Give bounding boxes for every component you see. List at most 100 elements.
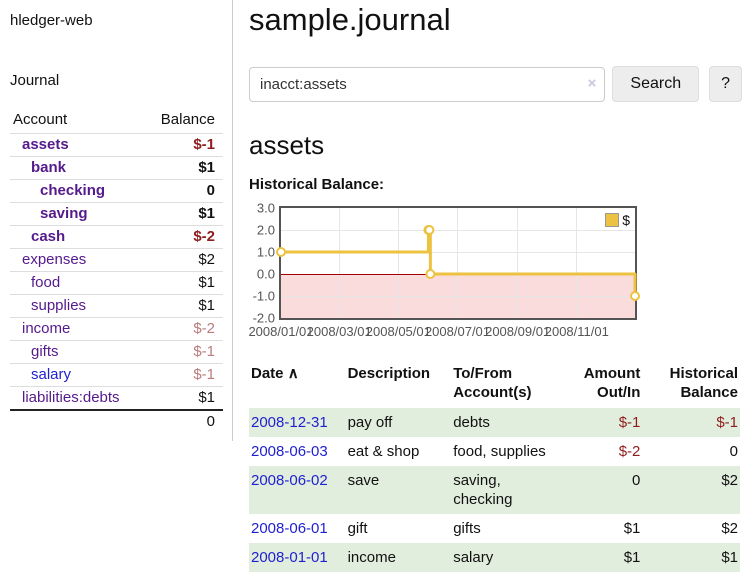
register-table: Date ∧ Description To/From Account(s) Am…	[249, 362, 740, 572]
account-link[interactable]: checking	[40, 182, 106, 199]
chart-point-marker	[425, 269, 436, 279]
account-link[interactable]: gifts	[31, 343, 59, 360]
transaction-date-link[interactable]: 2008-06-01	[251, 520, 328, 537]
account-balance: $-1	[143, 340, 223, 364]
page-title: sample.journal	[249, 2, 451, 37]
chart-point-marker	[276, 247, 286, 257]
register-balance-cell: 0	[729, 443, 738, 460]
chart-gridline-vertical	[457, 208, 458, 318]
chart-point-marker	[630, 291, 640, 301]
account-row: expenses $2	[10, 248, 223, 272]
account-balance: $1	[143, 386, 223, 410]
chart-title: Historical Balance:	[249, 176, 385, 193]
register-description-cell: eat & shop	[347, 443, 420, 460]
accounts-total-spacer	[10, 409, 144, 433]
register-col-description: Description	[347, 365, 431, 382]
account-name-cell: liabilities:debts	[10, 386, 144, 410]
account-balance: $-1	[143, 363, 223, 387]
register-amount-cell: $-2	[618, 443, 641, 460]
register-amount-cell: 0	[632, 472, 641, 489]
accounts-total-value: 0	[143, 409, 223, 433]
clear-search-icon[interactable]: ×	[587, 74, 597, 92]
account-link[interactable]: income	[22, 320, 71, 337]
account-heading: assets	[249, 130, 325, 160]
register-row[interactable]: 2008-01-01 income salary $1 $1	[249, 543, 740, 572]
chart-x-tick-label: 2008/09/01	[485, 324, 551, 339]
account-row: salary $-1	[10, 363, 223, 387]
register-row[interactable]: 2008-06-02 save saving, checking 0 $2	[249, 466, 740, 514]
historical-balance-chart: $ 3.0 2.0 1.0 0.0 -1.0 -2.0 2008/01/01 2008/03/…	[248, 201, 742, 345]
search-input[interactable]	[249, 66, 606, 102]
account-row: saving $1	[10, 202, 223, 226]
chart-y-tick-label: 2.0	[256, 222, 275, 238]
chart-gridline-horizontal	[281, 229, 635, 231]
account-link[interactable]: food	[31, 274, 61, 291]
register-row[interactable]: 2008-06-01 gift gifts $1 $2	[249, 514, 740, 543]
account-link[interactable]: supplies	[31, 297, 87, 314]
chart-plot-area: $	[276, 206, 640, 320]
register-row[interactable]: 2008-12-31 pay off debts $-1 $-1	[249, 408, 740, 437]
register-col-accounts: To/From Account(s)	[453, 365, 532, 401]
register-balance-cell: $2	[721, 520, 738, 537]
register-col-balance: Historical Balance	[669, 365, 738, 401]
register-accounts-cell: salary	[453, 549, 494, 566]
chart-gridline-horizontal	[281, 251, 635, 253]
account-row: bank $1	[10, 156, 223, 180]
account-row: gifts $-1	[10, 340, 223, 364]
transaction-date-link[interactable]: 2008-12-31	[251, 414, 328, 431]
transaction-date-link[interactable]: 2008-06-02	[251, 472, 328, 489]
chart-plot-inner: $	[276, 208, 640, 318]
register-header-row: Date ∧ Description To/From Account(s) Am…	[249, 362, 740, 408]
transaction-date-link[interactable]: 2008-06-03	[251, 443, 328, 460]
sort-ascending-icon: ∧	[287, 365, 299, 382]
account-link[interactable]: salary	[31, 366, 72, 383]
register-date-cell: 2008-06-01	[249, 514, 346, 543]
chart-y-tick-label: 0.0	[256, 266, 275, 282]
chart-x-tick-label: 2008/03/01	[306, 324, 372, 339]
register-accounts-cell: saving, checking	[453, 472, 513, 508]
search-help-button[interactable]: ?	[709, 66, 742, 102]
accounts-col-account: Account	[13, 111, 68, 128]
register-col-date-label: Date	[251, 365, 284, 382]
chart-y-tick-label: -1.0	[252, 288, 275, 304]
register-amount-cell: $-1	[618, 414, 641, 431]
account-balance: $1	[143, 271, 223, 295]
register-date-cell: 2008-06-03	[249, 437, 346, 466]
register-row[interactable]: 2008-06-03 eat & shop food, supplies $-2 0	[249, 437, 740, 466]
chart-y-tick-label: -2.0	[252, 310, 275, 326]
register-balance-cell: $1	[721, 549, 738, 566]
account-link[interactable]: assets	[22, 136, 69, 153]
register-col-amount: Amount Out/In	[583, 365, 641, 401]
register-col-date-sort[interactable]: Date ∧	[249, 362, 346, 408]
search-button[interactable]: Search	[612, 66, 700, 102]
account-name-cell: checking	[10, 179, 144, 203]
chart-x-tick-label: 2008/05/01	[365, 324, 431, 339]
account-link[interactable]: cash	[31, 228, 66, 245]
account-name-cell: income	[10, 317, 144, 341]
account-link[interactable]: bank	[31, 159, 67, 176]
account-balance: $-1	[143, 133, 223, 157]
chart-gridline-vertical	[338, 208, 340, 318]
chart-series-svg	[276, 225, 640, 301]
app-title-link[interactable]: hledger-web	[10, 12, 93, 29]
account-row: supplies $1	[10, 294, 223, 318]
account-name-cell: saving	[10, 202, 144, 226]
account-link[interactable]: expenses	[22, 251, 87, 268]
account-name-cell: expenses	[10, 248, 144, 272]
account-balance: $1	[143, 294, 223, 318]
account-name-cell: food	[10, 271, 144, 295]
register-balance-cell: $2	[721, 472, 738, 489]
transaction-date-link[interactable]: 2008-01-01	[251, 549, 328, 566]
account-balance: $-2	[143, 225, 223, 249]
register-description-cell: gift	[347, 520, 368, 537]
main-content: sample.journal × Search ? assets Histori…	[248, 0, 742, 582]
register-description-cell: save	[347, 472, 380, 489]
accounts-table-body: assets $-1 bank $1 checking 0 saving $1 cash $-2 e…	[10, 133, 223, 410]
account-link[interactable]: liabilities:debts	[22, 389, 120, 406]
account-link[interactable]: saving	[40, 205, 88, 222]
account-name-cell: bank	[10, 156, 144, 180]
sidebar-item-journal[interactable]: Journal	[10, 72, 60, 89]
register-description-cell: pay off	[347, 414, 393, 431]
account-row: checking 0	[10, 179, 223, 203]
